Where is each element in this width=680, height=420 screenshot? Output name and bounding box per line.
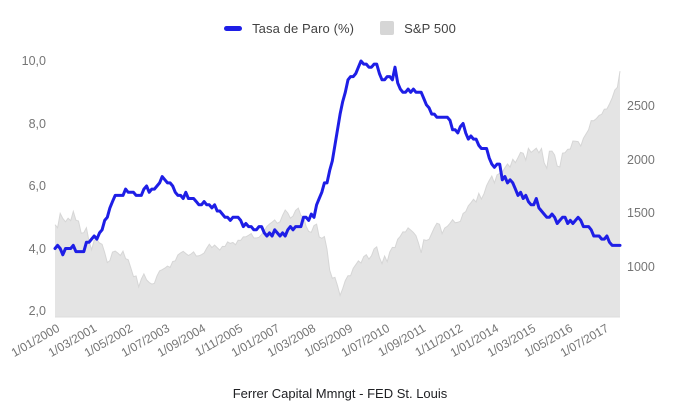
legend-label-tasa-de-paro: Tasa de Paro (%) — [252, 20, 355, 36]
sp500-area — [55, 71, 620, 317]
legend: Tasa de Paro (%) S&P 500 — [0, 19, 680, 37]
line-series-marker-icon — [224, 25, 243, 31]
sp500-area-edge — [54, 71, 621, 298]
source-caption: Ferrer Capital Mmngt - FED St. Louis — [232, 386, 448, 401]
area-series-marker-icon — [380, 21, 395, 35]
legend-label-sp500: S&P 500 — [404, 20, 456, 36]
legend-item-sp500: S&P 500 — [380, 21, 456, 36]
unemployment-line — [53, 59, 622, 257]
legend-item-tasa-de-paro: Tasa de Paro (%) — [224, 21, 354, 36]
